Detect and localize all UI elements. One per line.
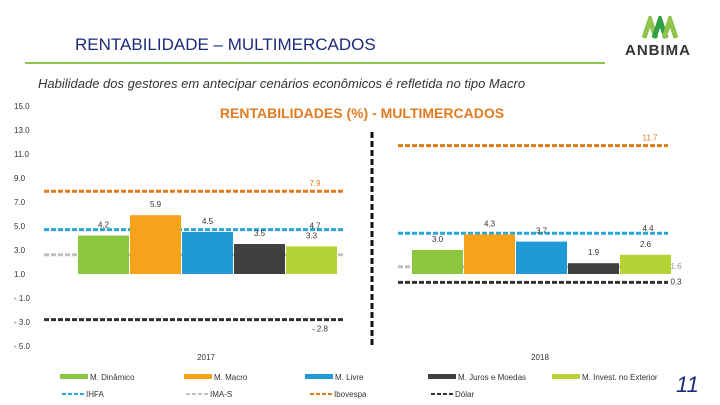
legend-label: M. Dinâmico [90,373,135,382]
legend-label: IHFA [86,390,104,399]
bar-m-macro [464,234,515,274]
title-underline [25,62,605,64]
legend-label: Dólar [455,390,474,399]
category-label-2018: 2018 [531,353,549,362]
bar-value-label: 3.0 [432,235,444,244]
bar-value-label: 4.2 [98,221,110,230]
ref-line-value-label: 11.7 [643,134,659,143]
bar-value-label: 3.3 [306,231,318,240]
y-tick-label: - 3.0 [14,318,31,327]
y-tick-label: 13.0 [14,126,30,135]
legend-label: M. Juros e Moedas [458,373,526,382]
y-tick-label: 3.0 [14,246,26,255]
chart-title: RENTABILIDADES (%) - MULTIMERCADOS [220,105,504,121]
legend-label: M. Macro [214,373,248,382]
y-tick-label: - 1.0 [14,294,31,303]
ref-line-value-label: 7.9 [309,179,321,188]
bar-value-label: 4.5 [202,217,214,226]
legend-swatch [184,374,212,379]
legend-label: M. Livre [335,373,364,382]
legend-label: IMA-S [210,390,232,399]
category-label-2017: 2017 [197,353,215,362]
bar-value-label: 2.6 [640,240,652,249]
legend-swatch [305,374,333,379]
bar-value-label: 3.7 [536,227,548,236]
bar-m-juros-e-moedas [568,263,619,274]
ref-line-value-label: 4.7 [309,222,321,231]
bar-m-din-mico [78,235,129,274]
y-tick-label: 1.0 [14,270,26,279]
bar-m-invest-no-exterior [286,246,337,274]
page-number: 11 [676,372,699,397]
y-tick-label: 5.0 [14,222,26,231]
bar-value-label: 3.5 [254,229,266,238]
legend-swatch [60,374,88,379]
ref-line-value-label: - 2.8 [312,325,329,334]
bar-m-invest-no-exterior [620,254,671,274]
legend-label: M. Invest. no Exterior [582,373,658,382]
y-tick-label: 9.0 [14,174,26,183]
bar-value-label: 5.9 [150,200,162,209]
legend-swatch [552,374,580,379]
bar-value-label: 4.3 [484,219,496,228]
subtitle: Habilidade dos gestores em antecipar cen… [38,76,526,91]
y-tick-label: - 5.0 [14,342,31,351]
bar-m-juros-e-moedas [234,244,285,274]
brand-name: ANBIMA [625,42,691,59]
bar-m-livre [516,241,567,274]
bar-m-din-mico [412,250,463,274]
bar-m-livre [182,232,233,274]
y-tick-label: 11.0 [14,150,30,159]
y-tick-label: 7.0 [14,198,26,207]
page-title: RENTABILIDADE – MULTIMERCADOS [75,35,376,54]
bar-m-macro [130,215,181,274]
legend-swatch [428,374,456,379]
ref-line-value-label: 4.4 [642,224,654,233]
anbima-logo-icon [641,16,679,39]
ref-line-value-label: 1.6 [670,262,682,271]
bar-value-label: 1.9 [588,248,600,257]
legend-label: Ibovespa [334,390,367,399]
ref-line-value-label: 0.3 [670,277,682,286]
y-tick-label: 15.0 [14,102,30,111]
